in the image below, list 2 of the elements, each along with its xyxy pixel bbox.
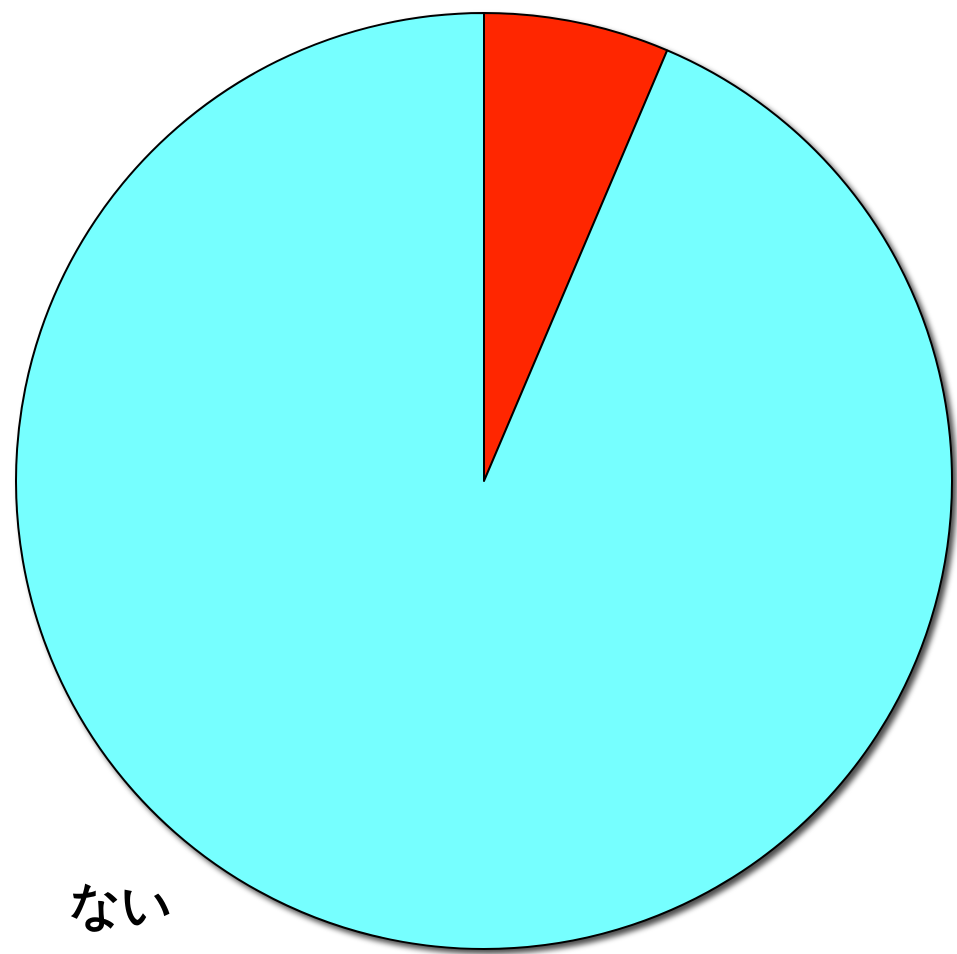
pie-slice <box>15 12 953 950</box>
slice-label: ない <box>70 877 172 933</box>
